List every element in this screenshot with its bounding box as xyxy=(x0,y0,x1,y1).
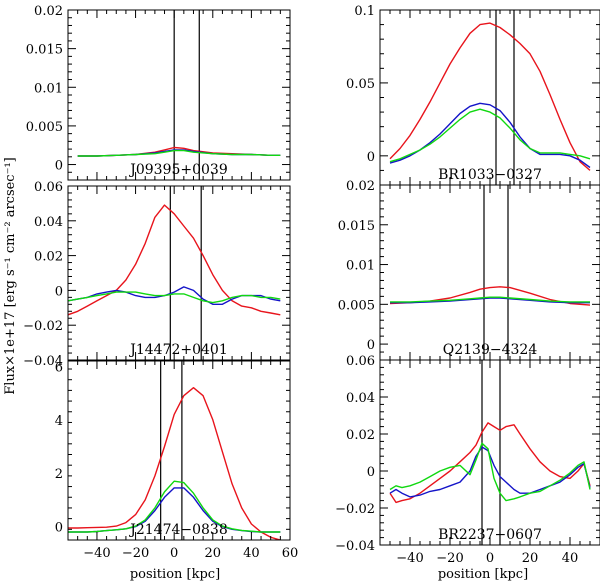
series-green xyxy=(390,296,590,303)
y-tick-label: 0.005 xyxy=(26,120,63,135)
y-tick-label: 0 xyxy=(367,150,375,165)
series-red xyxy=(68,204,281,316)
y-tick-label: 0.06 xyxy=(346,354,375,369)
y-tick-label: −0.02 xyxy=(335,502,375,517)
y-tick-label: 0.005 xyxy=(338,298,375,313)
y-tick-label: 2 xyxy=(55,467,63,482)
plot-area xyxy=(77,10,281,180)
y-tick-label: −0.04 xyxy=(23,354,63,369)
y-tick-label: 0.02 xyxy=(34,250,63,265)
x-tick-label: −40 xyxy=(83,546,110,561)
panel-label: J09395+0039 xyxy=(128,162,228,178)
panel-frame xyxy=(67,185,291,361)
x-tick-label: 20 xyxy=(522,551,539,566)
panel-5: 0 2 4 6 −40 −20 0 20 40 60 J21474−0838 xyxy=(55,360,299,561)
panel-label: BR1033−0327 xyxy=(438,167,542,183)
x-tick-label: 40 xyxy=(562,551,579,566)
y-tick-label: 0.01 xyxy=(346,259,375,274)
y-tick-label: 0.02 xyxy=(346,428,375,443)
x-tick-label: 20 xyxy=(205,546,222,561)
y-tick-label: 0.06 xyxy=(34,180,63,195)
x-tick-label: −40 xyxy=(396,551,423,566)
plot-area xyxy=(389,185,591,360)
panel-frame xyxy=(67,360,291,541)
y-tick-label: 0 xyxy=(55,521,63,536)
panel-1: 0 0.005 0.01 0.015 0.02 J09395+0039 xyxy=(26,4,291,181)
y-tick-label: 0 xyxy=(55,159,63,174)
y-tick-label: −0.04 xyxy=(335,539,375,554)
y-tick-label: 0.04 xyxy=(34,215,63,230)
x-tick-label: 0 xyxy=(486,551,494,566)
panel-2: 0 0.05 0.1 BR1033−0327 xyxy=(346,4,600,186)
series-blue xyxy=(389,446,591,498)
y-tick-label: 0 xyxy=(367,338,375,353)
panel-label: Q2139−4324 xyxy=(443,342,538,358)
series-green xyxy=(389,442,591,502)
series-green xyxy=(389,108,591,163)
y-tick-label: 0.015 xyxy=(338,219,375,234)
panel-label: J14472+0401 xyxy=(128,342,228,358)
x-tick-label: 60 xyxy=(282,546,299,561)
plot-area xyxy=(389,10,591,185)
x-tick-label: 0 xyxy=(170,546,178,561)
y-tick-label: 0.04 xyxy=(346,391,375,406)
series-green xyxy=(68,291,281,304)
y-tick-label: 0 xyxy=(367,465,375,480)
plot-area xyxy=(68,361,281,540)
y-tick-label: 0.01 xyxy=(34,81,63,96)
series-blue xyxy=(389,102,591,169)
series-red xyxy=(389,422,591,504)
y-tick-label: 0.015 xyxy=(26,43,63,58)
panel-frame xyxy=(379,359,600,546)
x-tick-label: −20 xyxy=(436,551,463,566)
panel-label: BR2237−0607 xyxy=(438,527,542,543)
panel-label: J21474−0838 xyxy=(128,522,228,538)
x-axis-label-left: position [kpc] xyxy=(130,567,220,582)
panel-6: −0.04 −0.02 0 0.02 0.04 0.06 −40 −20 0 20 40 BR2237… xyxy=(335,354,600,566)
series-green xyxy=(68,480,281,533)
y-tick-label: 0.1 xyxy=(354,4,375,19)
x-axis-label-right: position [kpc] xyxy=(438,567,528,582)
x-tick-label: −20 xyxy=(122,546,149,561)
panel-4: 0 0.005 0.01 0.015 0.02 Q2139−4324 xyxy=(338,179,600,361)
series-red xyxy=(68,387,281,540)
y-tick-label: 0 xyxy=(55,284,63,299)
y-tick-label: 0.02 xyxy=(346,179,375,194)
panel-3: −0.04 −0.02 0 0.02 0.04 0.06 J14472+0401 xyxy=(23,180,291,369)
x-tick-label: 40 xyxy=(243,546,260,561)
y-tick-label: −0.02 xyxy=(23,319,63,334)
y-tick-label: 0.02 xyxy=(34,4,63,19)
panel-frame xyxy=(379,9,600,186)
series-blue xyxy=(390,297,590,304)
y-tick-label: 0.05 xyxy=(346,77,375,92)
series-red xyxy=(389,22,591,171)
series-green xyxy=(77,149,281,157)
plot-area xyxy=(389,360,591,545)
y-axis-label: Flux×1e+17 [erg s⁻¹ cm⁻² arcsec⁻¹] xyxy=(3,157,18,394)
plot-area xyxy=(68,186,281,360)
y-tick-label: 6 xyxy=(55,360,63,375)
panels: 0 0.005 0.01 0.015 0.02 J09395+0039 0 0.05 0.1 BR… xyxy=(23,4,600,566)
y-tick-label: 4 xyxy=(55,414,63,429)
panel-frame xyxy=(379,184,600,361)
